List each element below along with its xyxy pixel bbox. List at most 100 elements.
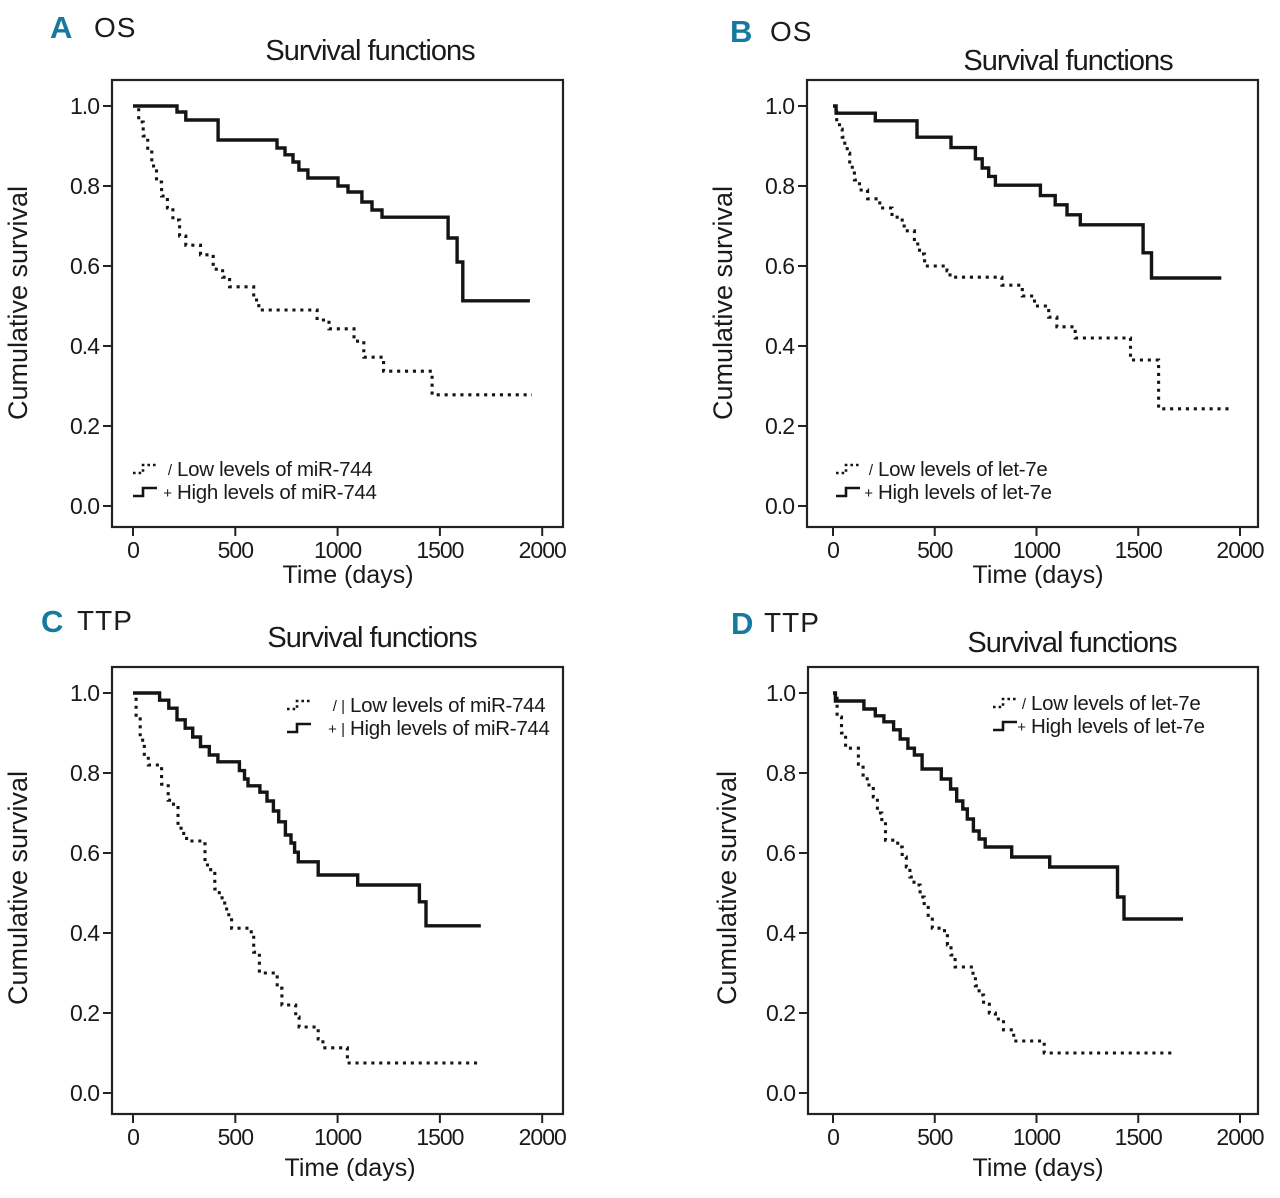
legend-solid-line-icon <box>287 722 311 734</box>
y-tick-label: 0.0 <box>70 1080 99 1106</box>
x-tick-label: 0 <box>827 537 839 563</box>
legend-label: Low levels of miR-744 <box>350 694 545 717</box>
series-solid-curve <box>133 691 481 928</box>
panel-D: D TTP Survival functions Time (days) Cumul… <box>640 590 1280 1198</box>
y-axis-label: Cumulative survival <box>708 186 738 420</box>
y-axis-label: Cumulative survival <box>712 771 742 1005</box>
x-axis-label: Time (days) <box>972 561 1103 589</box>
y-tick-label: 0.8 <box>70 173 99 199</box>
legend-dotted-line-icon <box>993 697 1017 709</box>
panel-group-label-D: TTP <box>764 607 820 638</box>
legend-label: High levels of miR-744 <box>350 717 550 740</box>
chart-title: Survival functions <box>265 35 475 67</box>
panel-letter-B: B <box>730 14 753 49</box>
series-solid-curve <box>833 691 1183 921</box>
x-tick-label: 2000 <box>1216 537 1263 563</box>
x-tick-label: 1500 <box>416 1124 463 1150</box>
x-axis-label: Time (days) <box>972 1154 1103 1182</box>
x-tick-label: 500 <box>917 1124 953 1150</box>
legend-censor-mark: + <box>163 485 172 502</box>
legend-dotted-line-icon <box>836 463 860 475</box>
x-tick-label: 1000 <box>314 537 361 563</box>
series-solid-curve <box>133 104 530 303</box>
y-tick-label: 1.0 <box>70 680 99 706</box>
legend-censor-mark: + | <box>328 721 345 738</box>
x-tick-label: 0 <box>127 537 139 563</box>
legend-dotted-line-icon <box>287 699 311 711</box>
panel-group-label-A: OS <box>94 12 137 43</box>
legend-censor-mark: / <box>1022 696 1027 713</box>
y-tick-label: 0.0 <box>765 493 794 519</box>
x-tick-label: 500 <box>218 1124 254 1150</box>
legend-solid-line-icon <box>133 486 157 498</box>
panel-letter-A: A <box>50 10 73 45</box>
y-tick-label: 0.4 <box>70 920 100 946</box>
series-dotted-curve <box>133 104 532 397</box>
y-tick-label: 0.6 <box>766 840 795 866</box>
y-tick-label: 0.4 <box>70 333 100 359</box>
y-tick-label: 1.0 <box>765 93 794 119</box>
panel-letter-C: C <box>41 604 64 639</box>
legend-censor-mark: + <box>864 485 873 502</box>
panel-A: A OS Survival functions Time (days) Cumula… <box>0 0 640 590</box>
legend-censor-mark: / | <box>333 698 345 715</box>
panel-group-label-B: OS <box>770 16 813 47</box>
x-tick-label: 1000 <box>1013 1124 1060 1150</box>
survival-chart-B: Survival functions Time (days) Cumulative … <box>708 45 1265 589</box>
y-tick-label: 0.0 <box>766 1080 795 1106</box>
x-tick-label: 0 <box>127 1124 139 1150</box>
y-axis-label: Cumulative survival <box>3 771 33 1005</box>
y-tick-label: 0.2 <box>70 1000 99 1026</box>
x-tick-label: 2000 <box>1216 1124 1263 1150</box>
y-tick-label: 0.8 <box>765 173 794 199</box>
x-tick-label: 1000 <box>1013 537 1060 563</box>
x-tick-label: 0 <box>827 1124 839 1150</box>
x-tick-label: 2000 <box>519 1124 566 1150</box>
panel-B: B OS Survival functions Time (days) Cumula… <box>640 0 1280 590</box>
y-tick-label: 0.4 <box>766 920 796 946</box>
panel-letter-D: D <box>731 606 754 641</box>
legend-solid-line-icon <box>836 486 860 498</box>
survival-chart-D: Survival functions Time (days) Cumulative … <box>712 627 1265 1182</box>
legend-label: High levels of let-7e <box>878 481 1052 504</box>
x-tick-label: 1500 <box>1115 1124 1162 1150</box>
y-tick-label: 0.2 <box>765 413 794 439</box>
x-axis-label: Time (days) <box>282 561 413 589</box>
y-tick-label: 0.6 <box>70 253 99 279</box>
y-tick-label: 0.8 <box>70 760 99 786</box>
x-tick-label: 500 <box>218 537 254 563</box>
legend-censor-mark: / <box>168 462 173 479</box>
y-tick-label: 1.0 <box>766 680 795 706</box>
legend-label: Low levels of miR-744 <box>177 458 372 481</box>
legend-label: Low levels of let-7e <box>878 458 1047 481</box>
survival-chart-A: Survival functions Time (days) Cumulative … <box>3 35 567 589</box>
y-axis-label: Cumulative survival <box>3 186 33 420</box>
plot-frame <box>806 665 1260 1116</box>
plot-frame <box>805 78 1260 529</box>
legend-censor-mark: / <box>869 462 874 479</box>
y-tick-label: 0.6 <box>765 253 794 279</box>
series-solid-curve <box>833 104 1222 280</box>
y-tick-label: 0.8 <box>766 760 795 786</box>
y-tick-label: 0.6 <box>70 840 99 866</box>
y-tick-label: 0.0 <box>70 493 99 519</box>
series-dotted-curve <box>833 691 1175 1055</box>
x-tick-label: 1500 <box>1115 537 1162 563</box>
legend-label: High levels of let-7e <box>1031 715 1205 738</box>
y-tick-label: 0.2 <box>70 413 99 439</box>
legend-censor-mark: + <box>1017 719 1026 736</box>
panel-C: C TTP Survival functions Time (days) Cumul… <box>0 590 640 1198</box>
y-tick-label: 1.0 <box>70 93 99 119</box>
chart-title: Survival functions <box>267 622 477 654</box>
survival-chart-C: Survival functions Time (days) Cumulative … <box>3 622 567 1182</box>
legend-label: Low levels of let-7e <box>1031 692 1200 715</box>
y-tick-label: 0.2 <box>766 1000 795 1026</box>
x-axis-label: Time (days) <box>284 1154 415 1182</box>
panel-group-label-C: TTP <box>77 605 133 636</box>
x-tick-label: 2000 <box>519 537 566 563</box>
x-tick-label: 1000 <box>314 1124 361 1150</box>
legend-dotted-line-icon <box>133 463 157 475</box>
series-dotted-curve <box>833 104 1230 411</box>
chart-title: Survival functions <box>963 45 1173 77</box>
legend-label: High levels of miR-744 <box>177 481 377 504</box>
